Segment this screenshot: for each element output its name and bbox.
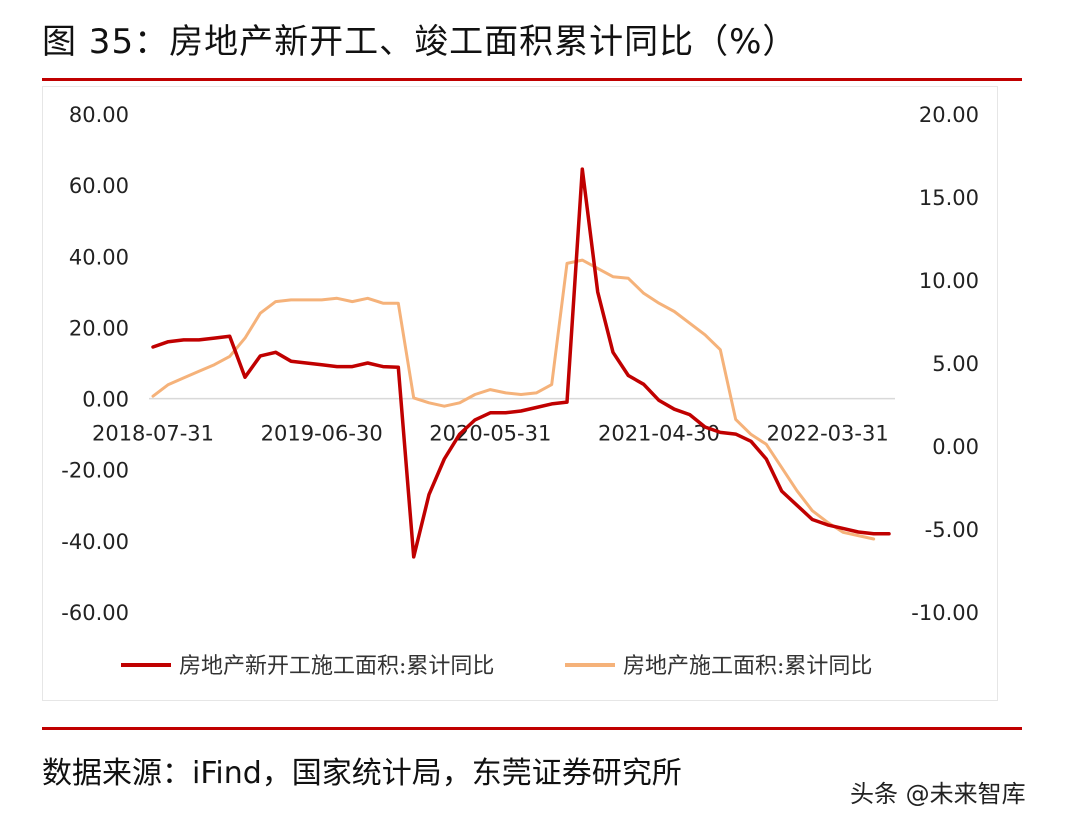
series-line-new-starts xyxy=(151,167,891,559)
legend: 房地产新开工施工面积:累计同比 房地产施工面积:累计同比 xyxy=(121,654,872,679)
right-y-tick-label: 0.00 xyxy=(932,435,979,459)
left-y-tick-label: 60.00 xyxy=(69,174,129,198)
right-y-tick-labels: 20.00 15.00 10.00 5.00 0.00 -5.00 -10.00 xyxy=(911,103,979,625)
line-chart: 80.00 60.00 40.00 20.00 0.00 -20.00 -40.00 -60.… xyxy=(61,103,979,679)
left-y-tick-label: 0.00 xyxy=(82,388,129,412)
right-y-tick-label: 15.00 xyxy=(919,186,979,210)
x-tick-label: 2022-03-31 xyxy=(767,422,889,446)
x-tick-label: 2019-06-30 xyxy=(261,422,383,446)
x-tick-label: 2020-05-31 xyxy=(429,422,551,446)
x-tick-labels: 2018-07-31 2019-06-30 2020-05-31 2021-04-30… xyxy=(92,422,889,446)
x-tick-label: 2021-04-30 xyxy=(598,422,720,446)
left-y-tick-labels: 80.00 60.00 40.00 20.00 0.00 -20.00 -40.00 -60.… xyxy=(61,103,129,625)
right-y-tick-label: 5.00 xyxy=(932,352,979,376)
watermark: 头条 @未来智库 xyxy=(850,780,1026,808)
chart-frame: 80.00 60.00 40.00 20.00 0.00 -20.00 -40.00 -60.… xyxy=(42,86,998,701)
left-y-tick-label: -20.00 xyxy=(61,459,129,483)
legend-label: 房地产新开工施工面积:累计同比 xyxy=(179,654,494,679)
left-y-tick-label: 80.00 xyxy=(69,103,129,127)
series-lines xyxy=(151,167,891,559)
bottom-red-rule xyxy=(42,727,1022,730)
right-y-tick-label: -5.00 xyxy=(925,518,979,542)
left-y-tick-label: 40.00 xyxy=(69,245,129,269)
left-y-tick-label: -40.00 xyxy=(61,530,129,554)
left-y-tick-label: 20.00 xyxy=(69,316,129,340)
source-note: 数据来源：iFind，国家统计局，东莞证券研究所 xyxy=(42,756,682,791)
right-y-tick-label: 10.00 xyxy=(919,269,979,293)
right-y-tick-label: 20.00 xyxy=(919,103,979,127)
series-line-construction xyxy=(151,258,876,541)
left-y-tick-label: -60.00 xyxy=(61,601,129,625)
x-tick-label: 2018-07-31 xyxy=(92,422,214,446)
legend-label: 房地产施工面积:累计同比 xyxy=(623,654,872,679)
figure-title: 图 35：房地产新开工、竣工面积累计同比（%） xyxy=(42,22,798,62)
right-y-tick-label: -10.00 xyxy=(911,601,979,625)
top-red-rule xyxy=(42,78,1022,81)
